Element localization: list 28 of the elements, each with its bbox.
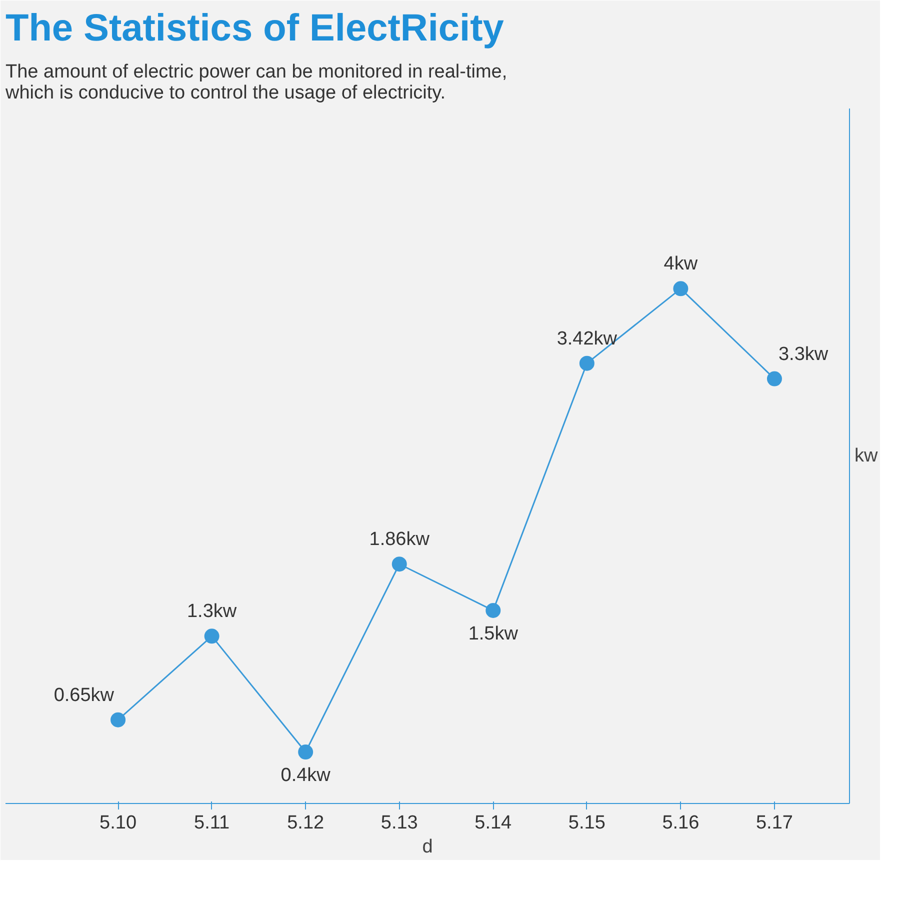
x-tick-label: 5.12 xyxy=(287,812,324,834)
x-tick-label: 5.16 xyxy=(662,812,700,834)
data-label: 0.65kw xyxy=(54,684,114,706)
x-tick-label: 5.11 xyxy=(194,812,230,834)
data-label: 1.3kw xyxy=(186,601,237,622)
data-label: 0.4kw xyxy=(280,765,331,786)
y-axis-title: kw xyxy=(854,446,878,466)
point xyxy=(579,356,594,371)
point xyxy=(110,712,126,728)
x-tick-label: 5.14 xyxy=(474,812,512,834)
point xyxy=(486,602,501,618)
x-tick-label: 5.13 xyxy=(380,812,418,834)
chart-title: The Statistics of ElectRicity xyxy=(6,8,504,50)
data-label: 4kw xyxy=(664,254,698,275)
data-label: 3.42kw xyxy=(556,328,618,350)
data-label: 3.3kw xyxy=(778,344,828,365)
point xyxy=(298,744,314,760)
x-tick-label: 5.10 xyxy=(100,812,137,834)
data-label: 1.5kw xyxy=(468,623,518,644)
x-tick-label: 5.15 xyxy=(568,812,606,834)
point xyxy=(204,628,220,644)
chart-subtitle: The amount of electric power can be monitored in real-time, which is conducive to control the usage of electricity. xyxy=(4,62,508,104)
point xyxy=(766,371,782,386)
data-label: 1.86kw xyxy=(369,529,430,550)
x-tick-label: 5.17 xyxy=(756,812,793,834)
x-axis-title: d xyxy=(422,836,433,858)
point xyxy=(392,556,407,572)
point xyxy=(673,281,688,296)
